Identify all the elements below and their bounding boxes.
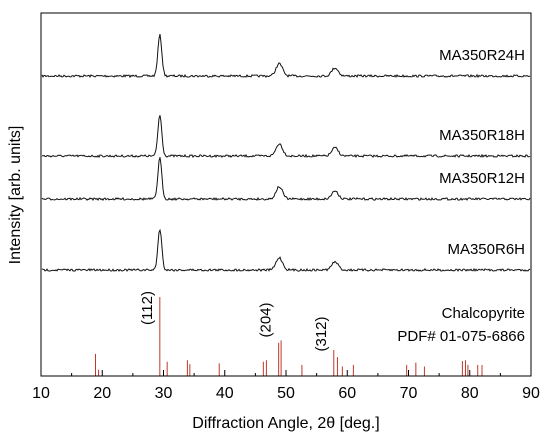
x-tick-label: 50 (277, 385, 295, 402)
series-label: MA350R6H (447, 241, 525, 258)
x-tick-label: 40 (216, 385, 234, 402)
x-tick-label: 20 (93, 385, 111, 402)
series-line (41, 157, 531, 202)
peak-annotation: (312) (313, 316, 330, 351)
x-tick-label: 90 (522, 385, 540, 402)
plot-frame (40, 12, 532, 377)
reference-label-line2: PDF# 01-075-6866 (397, 328, 525, 345)
x-axis-label: Diffraction Angle, 2θ [deg.] (192, 415, 379, 432)
series-line (41, 228, 531, 272)
reference-label-line1: Chalcopyrite (442, 305, 525, 322)
x-tick-label: 10 (32, 385, 50, 402)
x-tick-label: 60 (338, 385, 356, 402)
series-label: MA350R24H (439, 47, 525, 64)
series-line (41, 115, 531, 159)
peak-annotation: (112) (139, 291, 156, 325)
series-line (41, 33, 531, 79)
x-tick-label: 30 (155, 385, 173, 402)
x-tick-label: 80 (461, 385, 479, 402)
x-tick-label: 70 (400, 385, 418, 402)
reference-group: (112) (204) (312) (95, 291, 483, 376)
series-labels: MA350R24H MA350R18H MA350R12H MA350R6H (439, 47, 525, 258)
x-axis-ticks: 10 20 30 40 50 60 70 80 90 (32, 370, 540, 402)
y-axis-label: Intensity [arb. units] (7, 126, 24, 265)
peak-annotation: (204) (258, 302, 275, 337)
series-group (41, 33, 531, 272)
series-label: MA350R12H (439, 170, 525, 187)
series-label: MA350R18H (439, 127, 525, 144)
